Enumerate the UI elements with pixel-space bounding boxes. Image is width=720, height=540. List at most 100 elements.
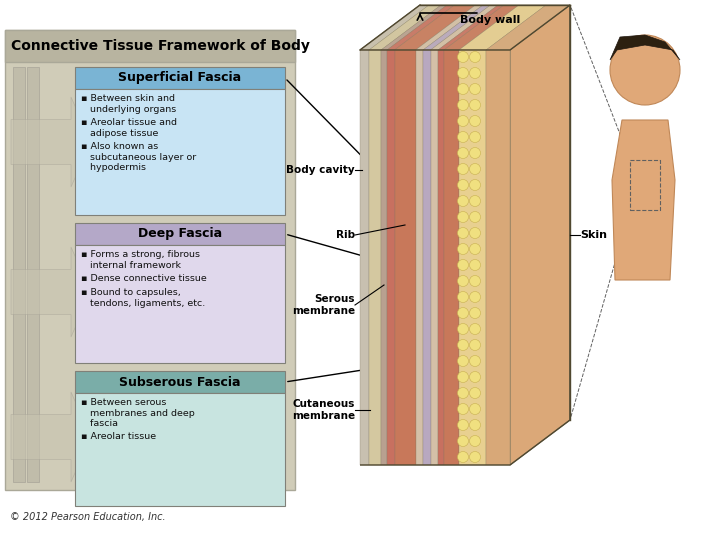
Circle shape (469, 244, 480, 254)
Polygon shape (369, 5, 441, 50)
Circle shape (457, 307, 469, 319)
Circle shape (469, 435, 480, 447)
Polygon shape (610, 35, 680, 60)
Circle shape (469, 260, 480, 271)
Polygon shape (431, 50, 438, 465)
Polygon shape (415, 50, 423, 465)
Bar (5, 30, 295, 490)
Circle shape (469, 227, 480, 239)
Circle shape (469, 132, 480, 143)
Polygon shape (360, 50, 369, 465)
Circle shape (457, 323, 469, 334)
Polygon shape (444, 50, 459, 465)
Bar (75, 89, 285, 215)
Text: Body cavity: Body cavity (287, 165, 355, 175)
Circle shape (469, 147, 480, 159)
Circle shape (457, 403, 469, 415)
Text: Deep Fascia: Deep Fascia (138, 227, 222, 240)
Text: ▪ Forms a strong, fibrous
   internal framework: ▪ Forms a strong, fibrous internal frame… (81, 250, 200, 270)
Polygon shape (395, 50, 415, 465)
Circle shape (469, 340, 480, 350)
Text: Skin: Skin (580, 230, 607, 240)
Circle shape (457, 51, 469, 63)
Circle shape (457, 147, 469, 159)
Polygon shape (612, 120, 675, 280)
Polygon shape (360, 5, 429, 50)
Text: ▪ Also known as
   subcutaneous layer or
   hypodermis: ▪ Also known as subcutaneous layer or hy… (81, 142, 197, 172)
Text: Superficial Fascia: Superficial Fascia (118, 71, 242, 84)
Polygon shape (360, 5, 570, 50)
Polygon shape (381, 5, 447, 50)
Circle shape (469, 179, 480, 191)
Circle shape (457, 388, 469, 399)
Circle shape (457, 68, 469, 78)
Polygon shape (459, 5, 546, 50)
Circle shape (457, 116, 469, 126)
Circle shape (469, 195, 480, 206)
Circle shape (457, 260, 469, 271)
Bar (5, 30, 295, 62)
Polygon shape (369, 50, 381, 465)
Circle shape (469, 84, 480, 94)
Text: ▪ Between serous
   membranes and deep
   fascia: ▪ Between serous membranes and deep fasc… (81, 398, 194, 429)
Polygon shape (11, 392, 91, 482)
Circle shape (469, 99, 480, 111)
Circle shape (469, 307, 480, 319)
Text: ▪ Bound to capsules,
   tendons, ligaments, etc.: ▪ Bound to capsules, tendons, ligaments,… (81, 288, 205, 308)
Circle shape (469, 451, 480, 462)
Polygon shape (11, 247, 91, 337)
Circle shape (469, 212, 480, 222)
Polygon shape (423, 5, 490, 50)
Text: Serous
membrane: Serous membrane (292, 294, 355, 316)
Circle shape (457, 355, 469, 367)
Circle shape (469, 51, 480, 63)
Text: © 2012 Pearson Education, Inc.: © 2012 Pearson Education, Inc. (10, 512, 166, 522)
Polygon shape (387, 50, 395, 465)
Circle shape (469, 164, 480, 174)
Circle shape (457, 435, 469, 447)
Circle shape (457, 244, 469, 254)
Text: Connective Tissue Framework of Body: Connective Tissue Framework of Body (11, 39, 310, 53)
Circle shape (457, 275, 469, 287)
Polygon shape (510, 5, 570, 465)
Polygon shape (486, 5, 570, 50)
Circle shape (457, 420, 469, 430)
Text: Subserous Fascia: Subserous Fascia (120, 375, 240, 388)
Circle shape (457, 372, 469, 382)
Bar (75, 67, 285, 89)
Circle shape (457, 195, 469, 206)
Polygon shape (486, 50, 510, 465)
Circle shape (457, 292, 469, 302)
Text: ▪ Between skin and
   underlying organs: ▪ Between skin and underlying organs (81, 94, 176, 114)
Circle shape (469, 68, 480, 78)
Circle shape (457, 227, 469, 239)
Text: Cutaneous
membrane: Cutaneous membrane (292, 399, 355, 421)
Polygon shape (438, 5, 504, 50)
Bar (75, 223, 285, 245)
Polygon shape (11, 97, 91, 187)
Text: ▪ Areolar tissue and
   adipose tissue: ▪ Areolar tissue and adipose tissue (81, 118, 177, 138)
Bar (75, 245, 285, 363)
Text: ▪ Dense connective tissue: ▪ Dense connective tissue (81, 274, 207, 283)
Circle shape (469, 355, 480, 367)
Text: ▪ Areolar tissue: ▪ Areolar tissue (81, 432, 156, 441)
Circle shape (469, 420, 480, 430)
Circle shape (469, 275, 480, 287)
Polygon shape (387, 5, 454, 50)
Circle shape (469, 323, 480, 334)
Circle shape (469, 116, 480, 126)
Circle shape (469, 372, 480, 382)
Circle shape (469, 403, 480, 415)
Circle shape (469, 388, 480, 399)
Circle shape (457, 99, 469, 111)
Polygon shape (431, 5, 498, 50)
Polygon shape (423, 50, 431, 465)
Polygon shape (438, 50, 444, 465)
Circle shape (610, 35, 680, 105)
Circle shape (457, 84, 469, 94)
Circle shape (457, 451, 469, 462)
Bar (630, 160, 660, 210)
Polygon shape (415, 5, 483, 50)
Text: Rib: Rib (336, 230, 355, 240)
Circle shape (457, 164, 469, 174)
